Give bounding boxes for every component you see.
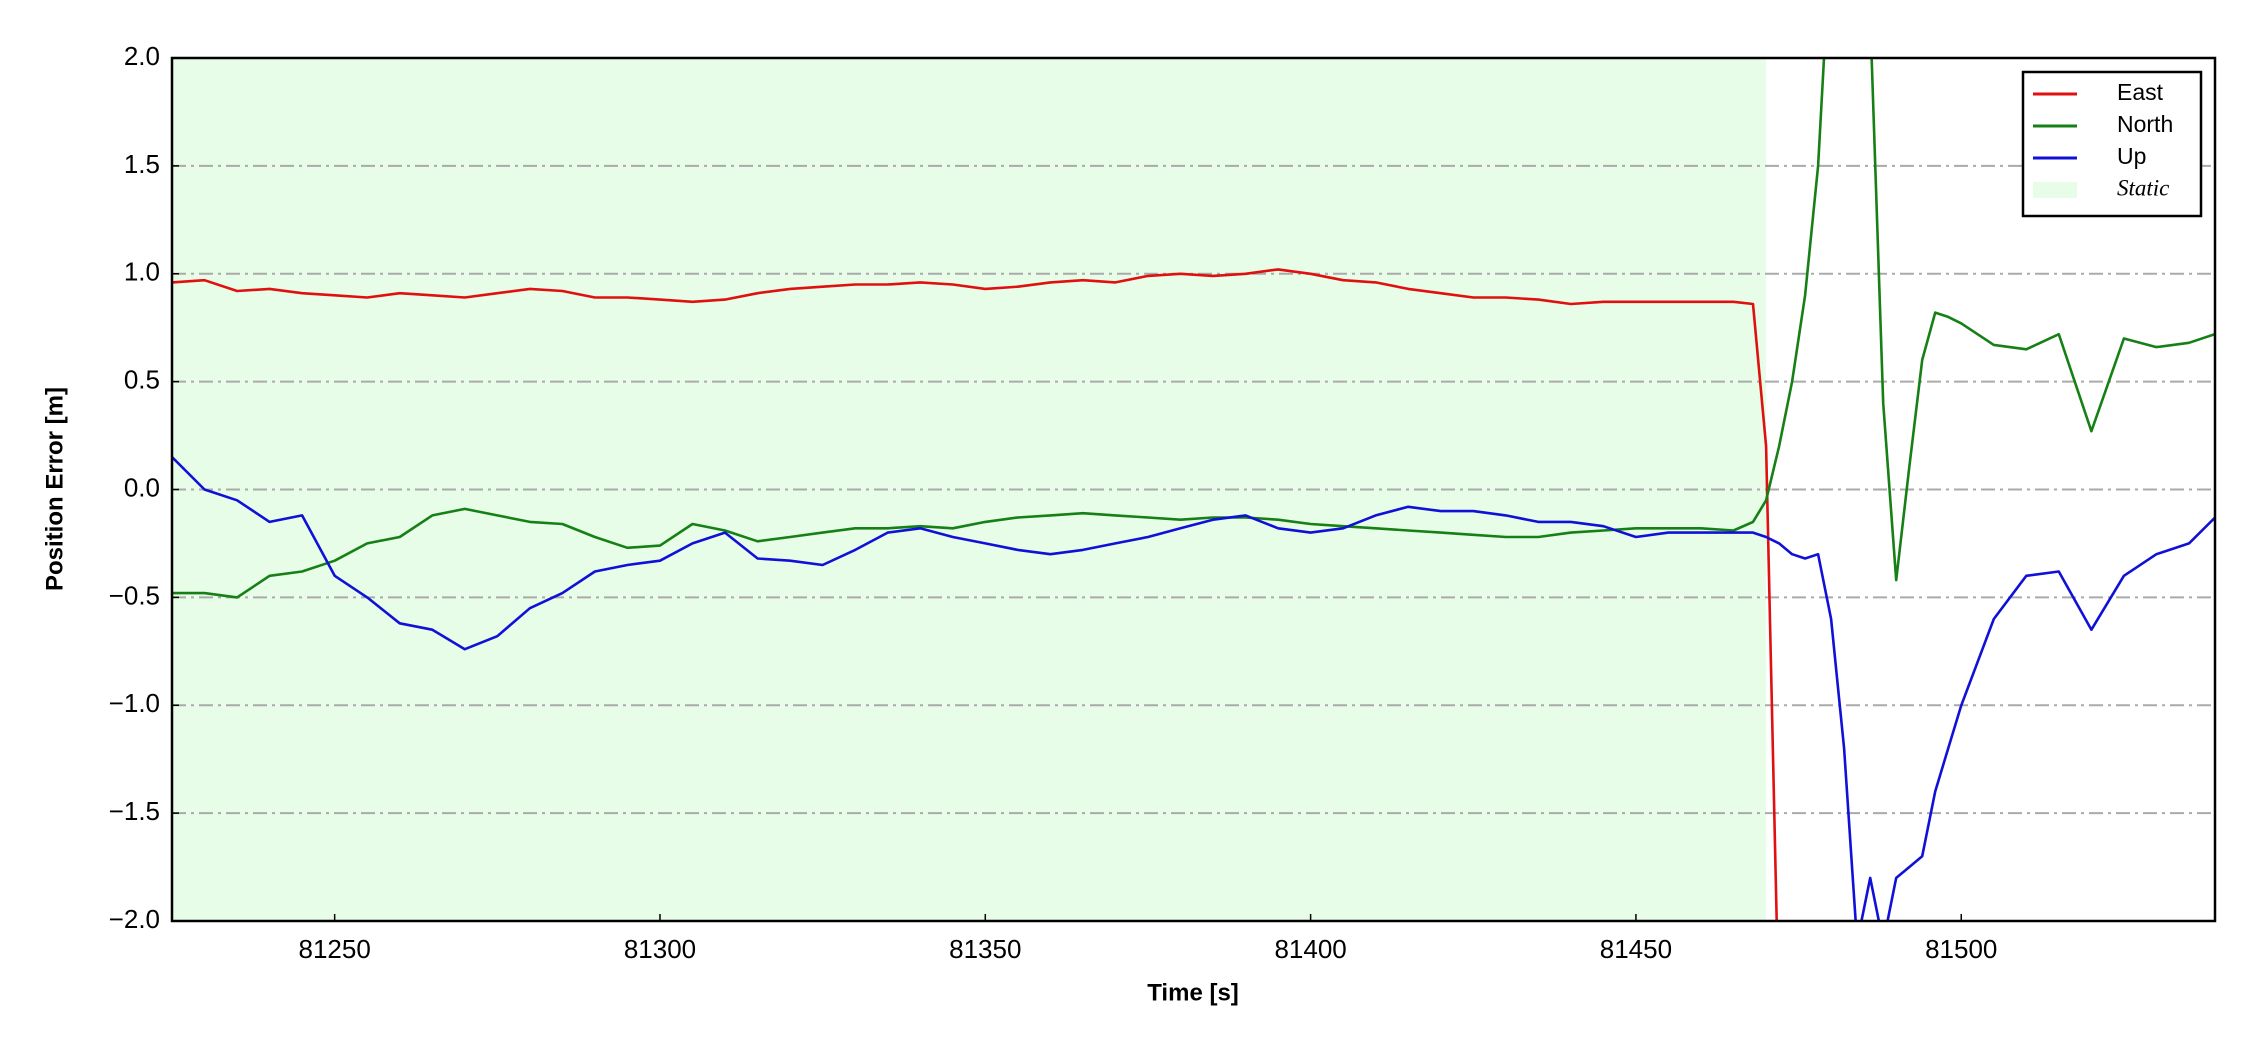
series-line bbox=[172, 268, 1778, 921]
legend-label: Up bbox=[2117, 143, 2146, 169]
x-tick-label: 81450 bbox=[1600, 934, 1672, 964]
y-tick-label: 0.5 bbox=[124, 365, 160, 395]
plot-frame bbox=[170, 56, 2217, 923]
legend-label: East bbox=[2117, 79, 2164, 105]
y-tick-label: 1.0 bbox=[124, 257, 160, 287]
plot-area bbox=[172, 58, 2215, 921]
y-tick-label: 1.5 bbox=[124, 149, 160, 179]
y-tick-label: −1.5 bbox=[109, 796, 160, 826]
x-tick-label: 81250 bbox=[299, 934, 371, 964]
y-tick-label: −1.0 bbox=[109, 688, 160, 718]
y-tick-label: −0.5 bbox=[109, 580, 160, 610]
y-tick-label: −2.0 bbox=[109, 904, 160, 934]
y-axis-label: Position Error [m] bbox=[41, 387, 68, 591]
x-tick-label: 81300 bbox=[624, 934, 696, 964]
y-tick-label: 0.0 bbox=[124, 472, 160, 502]
legend-swatch bbox=[2033, 182, 2077, 198]
x-tick-label: 81400 bbox=[1274, 934, 1346, 964]
series-line bbox=[172, 456, 2215, 921]
x-tick-label: 81500 bbox=[1925, 934, 1997, 964]
legend-label: Static bbox=[2117, 175, 2169, 200]
x-tick-label: 81350 bbox=[949, 934, 1021, 964]
x-axis-label: Time [s] bbox=[1147, 979, 1239, 1006]
series-line bbox=[172, 58, 2215, 599]
legend-label: North bbox=[2117, 111, 2173, 137]
y-tick-label: 2.0 bbox=[124, 41, 160, 71]
